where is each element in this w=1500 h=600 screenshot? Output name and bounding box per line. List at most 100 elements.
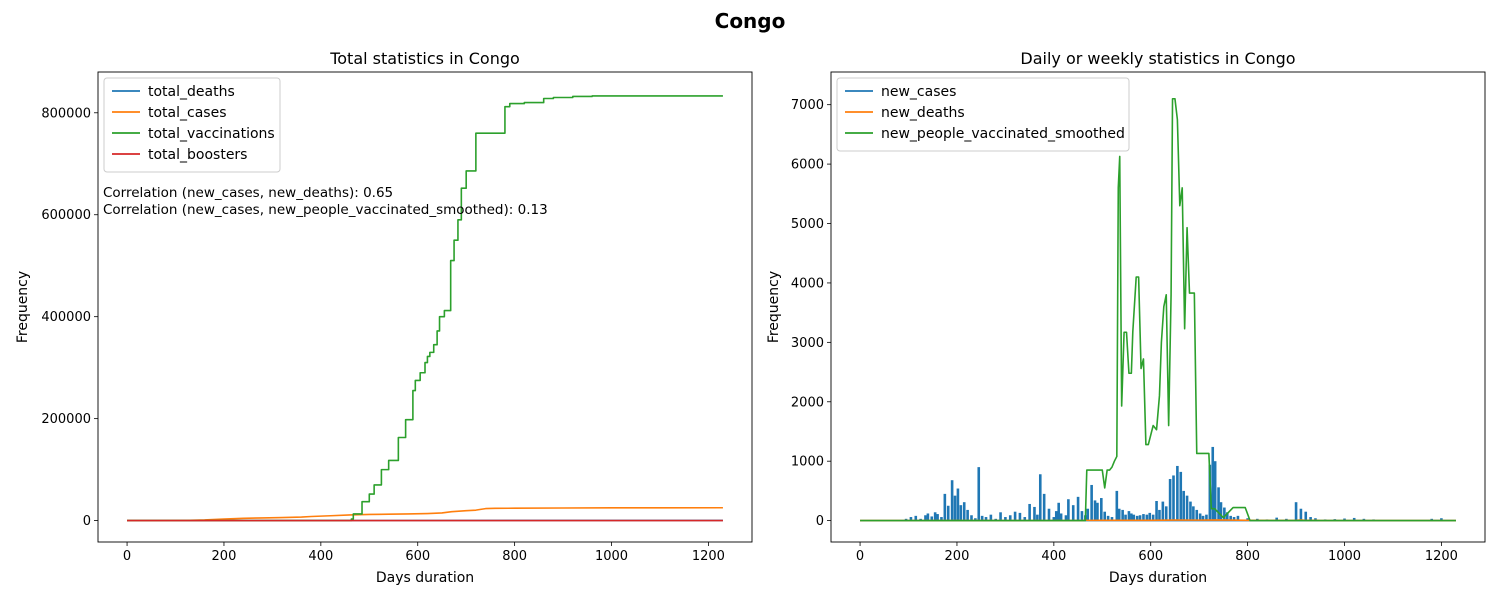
data-spike	[1093, 500, 1097, 521]
panel-total-statistics: Total statistics in Congo 0 200 400 600 800 10…	[15, 49, 753, 586]
data-spike	[1294, 502, 1298, 521]
data-spike	[974, 518, 977, 521]
series-total-cases	[127, 506, 723, 522]
data-spike	[1117, 508, 1121, 521]
legend-box	[103, 77, 281, 173]
data-spike	[1057, 502, 1060, 521]
data-spike	[980, 515, 984, 521]
data-spike	[953, 495, 957, 521]
data-spike	[1127, 511, 1131, 521]
data-spike	[1232, 517, 1236, 521]
data-spike	[1161, 501, 1165, 521]
data-spike	[1176, 465, 1179, 521]
data-spike	[1246, 518, 1249, 521]
data-spike	[989, 514, 993, 521]
data-spike	[962, 502, 966, 521]
data-spike	[1110, 517, 1114, 521]
data-spike	[956, 488, 960, 521]
legend-box	[836, 77, 1130, 152]
x-axis-label: Days duration	[376, 570, 474, 586]
data-spike	[1033, 506, 1036, 521]
x-tick-label: 200	[212, 549, 237, 564]
data-spike	[919, 518, 922, 521]
y-tick-label: 600000	[41, 208, 91, 223]
data-spike	[1229, 515, 1232, 521]
correlation-annotation: Correlation (new_cases, new_deaths): 0.6…	[103, 185, 393, 201]
data-spike	[1135, 515, 1139, 521]
y-tick-label: 400000	[41, 310, 91, 325]
data-spike	[1164, 506, 1168, 521]
data-spike	[1059, 513, 1063, 521]
x-tick-label: 600	[405, 549, 430, 564]
data-spike	[994, 518, 998, 521]
axes-frame	[97, 71, 753, 543]
data-spike	[1309, 517, 1312, 521]
legend-label-new-deaths: new_deaths	[881, 105, 965, 121]
data-spike	[1314, 518, 1317, 521]
data-spike	[1124, 514, 1127, 521]
x-tick-label: 600	[1138, 549, 1163, 564]
data-spike	[909, 517, 913, 521]
legend: total_deaths total_cases total_vaccination…	[103, 77, 281, 173]
series-total-vaccinations	[127, 95, 723, 522]
data-spike	[926, 513, 930, 521]
data-spike	[940, 517, 943, 521]
x-tick-label: 1000	[1328, 549, 1361, 564]
data-spike	[1145, 514, 1149, 521]
series-new-cases	[860, 446, 1456, 522]
data-spike	[1213, 461, 1217, 521]
data-spike	[1036, 514, 1039, 521]
data-spike	[930, 516, 934, 521]
x-tick-label: 400	[1041, 549, 1066, 564]
data-spike	[1430, 518, 1434, 521]
y-axis-label: Frequency	[15, 271, 31, 343]
x-axis-label: Days duration	[1109, 570, 1207, 586]
correlation-annotation: Correlation (new_cases, new_people_vacci…	[103, 202, 548, 218]
data-spike	[966, 509, 969, 521]
x-tick-label: 1000	[595, 549, 628, 564]
data-spike	[1155, 501, 1158, 521]
y-tick-label: 200000	[41, 412, 91, 427]
data-spike	[1106, 515, 1110, 521]
data-spike	[943, 493, 947, 521]
y-tick-label: 2000	[791, 395, 824, 410]
data-spike	[1299, 508, 1303, 521]
y-tick-label: 7000	[791, 98, 824, 113]
x-tick-label: 800	[502, 549, 527, 564]
data-spike	[1205, 514, 1208, 521]
chart-title: Daily or weekly statistics in Congo	[1020, 49, 1295, 68]
data-spike	[1343, 518, 1346, 521]
data-spike	[1201, 515, 1205, 521]
series-new-people-vaccinated-smoothed	[860, 97, 1456, 522]
y-tick-label: 1000	[791, 455, 824, 470]
data-spike	[1198, 513, 1202, 521]
data-spike	[1182, 490, 1185, 521]
data-spike	[946, 505, 950, 521]
data-spike	[1004, 517, 1007, 521]
data-spike	[1185, 495, 1189, 521]
data-spike	[924, 515, 927, 521]
data-spike	[936, 514, 939, 521]
y-tick-label: 0	[816, 514, 824, 529]
data-spike	[999, 512, 1002, 521]
x-tick-label: 800	[1235, 549, 1260, 564]
data-spike	[1151, 514, 1155, 521]
data-spike	[1038, 474, 1042, 521]
data-spike	[1304, 511, 1308, 521]
data-spike	[1236, 515, 1240, 521]
data-spike	[1047, 508, 1051, 521]
data-spike	[1275, 517, 1278, 521]
chart-title: Total statistics in Congo	[329, 49, 520, 68]
legend-label-total-boosters: total_boosters	[148, 147, 247, 163]
legend-label-total-deaths: total_deaths	[148, 84, 235, 100]
data-spike	[1219, 502, 1223, 521]
data-spike	[1138, 515, 1142, 521]
data-spike	[1028, 503, 1031, 521]
data-spike	[1096, 502, 1099, 521]
data-spike	[1008, 515, 1012, 521]
data-spike	[1148, 512, 1152, 521]
data-spike	[1192, 506, 1195, 521]
x-tick-label: 1200	[692, 549, 725, 564]
data-spike	[959, 505, 963, 521]
